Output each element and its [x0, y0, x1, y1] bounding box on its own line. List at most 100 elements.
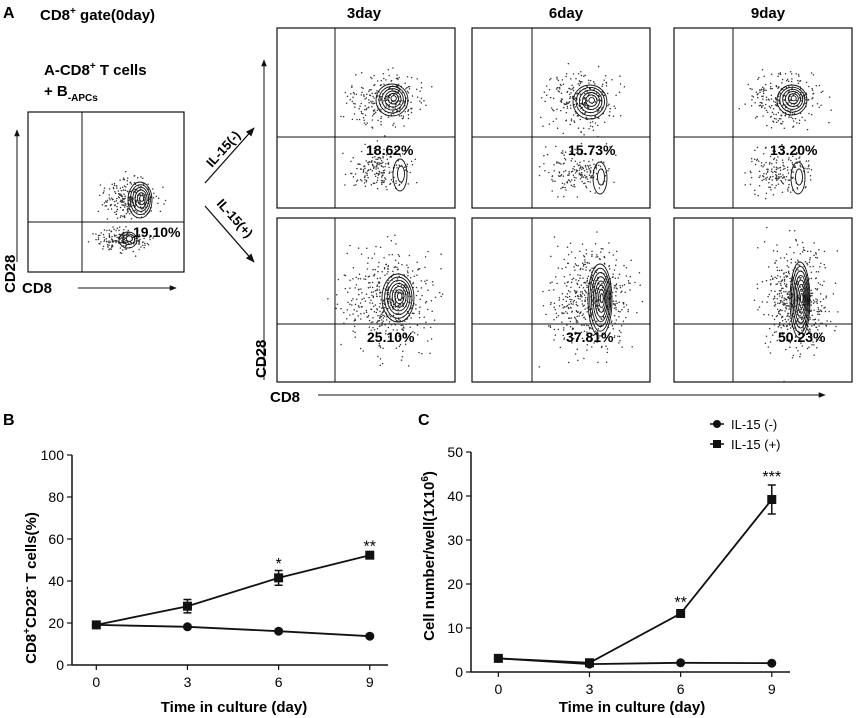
event-dot: [386, 236, 389, 238]
event-dot: [349, 279, 351, 281]
event-dot: [374, 161, 377, 164]
event-dot: [423, 327, 425, 329]
event-dot: [565, 102, 568, 105]
event-dot: [799, 160, 801, 163]
event-dot: [591, 159, 594, 161]
event-dot: [380, 123, 382, 126]
event-dot: [758, 184, 761, 187]
event-dot: [355, 74, 357, 76]
event-dot: [592, 334, 595, 336]
event-dot: [778, 99, 780, 101]
day-title-3: 3day: [347, 5, 382, 22]
event-dot: [355, 276, 358, 278]
event-dot: [594, 243, 597, 245]
event-dot: [376, 320, 379, 323]
event-dot: [357, 247, 360, 249]
event-dot: [810, 169, 813, 171]
event-dot: [825, 325, 828, 327]
event-dot: [110, 230, 113, 232]
event-dot: [783, 304, 786, 306]
event-dot: [769, 186, 772, 188]
event-dot: [384, 135, 386, 137]
event-dot: [828, 310, 830, 313]
event-dot: [583, 317, 585, 319]
event-dot: [108, 241, 110, 244]
event-dot: [627, 308, 629, 311]
chart-b-point: [182, 601, 192, 611]
event-dot: [769, 176, 772, 178]
event-dot: [407, 113, 410, 116]
event-dot: [99, 184, 102, 186]
event-dot: [383, 177, 386, 179]
event-dot: [811, 150, 814, 152]
event-dot: [114, 235, 116, 238]
event-dot: [557, 162, 560, 164]
event-dot: [778, 72, 780, 75]
event-dot: [383, 268, 386, 270]
event-dot: [587, 275, 590, 278]
event-dot: [763, 75, 765, 77]
event-dot: [619, 284, 621, 287]
event-dot: [780, 179, 782, 182]
event-dot: [627, 310, 629, 313]
event-dot: [552, 289, 555, 291]
event-dot: [152, 197, 155, 199]
event-dot: [780, 327, 782, 329]
event-dot: [106, 199, 109, 202]
event-dot: [762, 90, 765, 93]
event-dot: [818, 325, 820, 327]
event-dot: [615, 306, 617, 309]
event-dot: [387, 68, 390, 71]
event-dot: [370, 184, 373, 186]
event-dot: [572, 89, 575, 92]
event-dot: [418, 316, 421, 319]
event-dot: [766, 168, 768, 171]
event-dot: [362, 168, 365, 171]
event-dot: [544, 169, 546, 172]
event-dot: [385, 163, 387, 165]
event-dot: [97, 210, 100, 213]
event-dot: [567, 317, 570, 320]
event-dot: [771, 87, 773, 90]
event-dot: [583, 357, 585, 360]
event-dot: [785, 335, 788, 338]
event-dot: [611, 79, 613, 81]
event-dot: [149, 236, 151, 239]
event-dot: [369, 168, 372, 171]
event-dot: [765, 96, 768, 98]
event-dot: [419, 306, 421, 308]
event-dot: [552, 97, 555, 100]
event-dot: [427, 308, 429, 311]
event-dot: [815, 252, 817, 254]
event-dot: [575, 301, 578, 303]
event-dot: [379, 162, 381, 164]
event-dot: [568, 174, 570, 176]
event-dot: [565, 305, 568, 308]
contour-ring: [592, 276, 609, 323]
event-dot: [810, 304, 812, 306]
event-dot: [763, 164, 765, 166]
event-dot: [553, 163, 555, 166]
chart-c-xlabel: Time in culture (day): [559, 699, 705, 716]
event-dot: [87, 241, 90, 243]
event-dot: [589, 164, 591, 167]
event-dot: [416, 274, 418, 276]
event-dot: [565, 111, 568, 114]
event-dot: [404, 333, 406, 336]
event-dot: [551, 281, 553, 283]
event-dot: [379, 346, 382, 349]
event-dot: [340, 115, 342, 118]
event-dot: [120, 194, 122, 197]
event-dot: [750, 176, 753, 179]
event-dot: [376, 140, 379, 142]
event-dot: [828, 96, 831, 98]
event-dot: [562, 175, 565, 177]
event-dot: [408, 322, 411, 325]
event-dot: [105, 204, 108, 207]
event-dot: [379, 277, 381, 279]
contour-ring: [789, 261, 811, 339]
event-dot: [373, 74, 375, 77]
event-dot: [569, 298, 571, 301]
contour-ring: [597, 168, 605, 186]
